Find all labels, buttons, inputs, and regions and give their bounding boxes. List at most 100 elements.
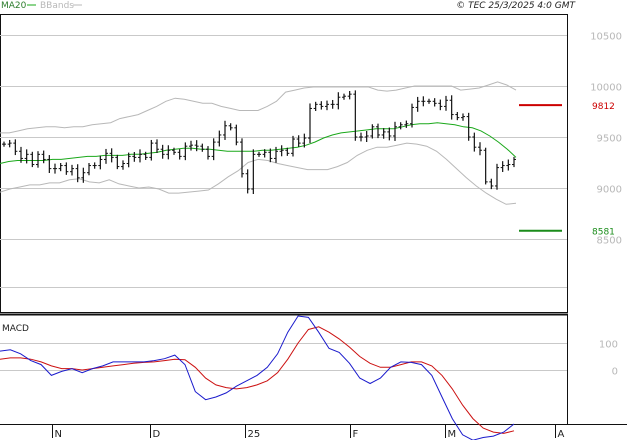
price-bar	[70, 164, 74, 176]
ma20-line-path	[0, 122, 517, 164]
bbands-legend: BBands	[40, 1, 74, 11]
price-bar	[75, 164, 80, 183]
price-bar	[240, 138, 244, 178]
price-bar	[19, 146, 23, 163]
price-bar	[336, 92, 341, 110]
price-bar	[449, 95, 454, 120]
price-y-tick-label: 9500	[597, 134, 622, 145]
price-grid	[0, 35, 567, 288]
price-bar	[285, 147, 290, 156]
price-bar	[228, 123, 233, 131]
price-bar	[87, 163, 91, 176]
price-bar	[160, 144, 165, 159]
price-bar	[393, 121, 397, 141]
price-bar	[489, 178, 494, 190]
price-bar	[200, 143, 205, 152]
price-bar	[427, 98, 431, 104]
price-bar	[58, 163, 63, 172]
x-tick-label: M	[448, 429, 457, 440]
price-bar	[143, 151, 148, 160]
price-bar	[506, 159, 511, 171]
price-bar	[398, 122, 403, 130]
price-bar	[370, 124, 375, 139]
macd-y-axis: 0 100	[599, 340, 618, 378]
price-bar	[472, 132, 477, 152]
price-bar	[410, 103, 414, 128]
price-bar	[421, 96, 426, 107]
price-bar	[478, 142, 482, 156]
price-bar	[115, 154, 120, 170]
price-bar	[330, 99, 335, 109]
price-bar	[387, 127, 392, 141]
price-bar	[81, 167, 86, 183]
price-y-tick-label: 10000	[590, 83, 622, 94]
price-bar	[296, 135, 301, 147]
price-bar	[461, 113, 465, 121]
price-bar	[291, 135, 295, 157]
x-tick-label: N	[55, 429, 62, 440]
price-bar	[325, 100, 329, 111]
macd-y-tick-label: 100	[599, 340, 618, 351]
price-bar	[41, 150, 46, 164]
price-bars	[2, 90, 516, 195]
price-bar	[132, 151, 137, 162]
price-bar	[30, 151, 35, 168]
price-bar	[7, 139, 12, 148]
price-bar	[444, 95, 448, 111]
bb-lower-line	[0, 142, 517, 205]
price-bar	[342, 93, 346, 100]
price-bar	[138, 149, 142, 163]
price-bar	[313, 101, 318, 111]
bollinger-bands	[0, 81, 517, 205]
price-y-tick-label: 8500	[597, 236, 622, 247]
macd-lines	[0, 315, 515, 440]
price-y-axis: 8500 9000 9500 10000 10500	[590, 32, 622, 247]
macd-title: MACD	[2, 324, 29, 334]
ma20-line	[0, 122, 517, 164]
price-bar	[353, 90, 358, 141]
price-bar	[364, 130, 369, 142]
price-bar	[36, 151, 40, 168]
support-label: 8581	[592, 228, 615, 238]
price-bar	[194, 140, 199, 152]
support-resistance-levels: 9812 8581	[519, 102, 615, 238]
price-bar	[121, 160, 125, 170]
price-bar	[166, 145, 171, 160]
copyright-timestamp: © TEC 25/3/2025 4:0 GMT	[456, 1, 576, 11]
price-bar	[279, 145, 284, 157]
x-tick-label: D	[153, 429, 161, 440]
price-bar	[245, 169, 250, 194]
price-bar	[268, 148, 273, 163]
price-bar	[92, 162, 97, 169]
price-bar	[495, 163, 499, 190]
price-bar	[432, 98, 437, 107]
price-bar	[223, 120, 227, 140]
price-bar	[53, 163, 57, 174]
price-bar	[104, 148, 108, 164]
ma20-legend: MA20	[1, 1, 27, 11]
price-y-tick-label: 9000	[597, 185, 622, 196]
resistance-label: 9812	[592, 102, 615, 112]
price-bar	[257, 151, 261, 157]
price-bar	[109, 148, 114, 163]
macd-line	[0, 315, 515, 440]
price-bar	[319, 101, 324, 110]
x-axis-ticks: N D 25 F M A	[52, 424, 565, 440]
price-bar	[438, 99, 443, 111]
macd-grid	[0, 343, 567, 371]
price-bar	[217, 130, 222, 147]
price-bar	[98, 155, 103, 170]
price-bar	[234, 124, 239, 146]
x-tick-label: 25	[248, 429, 261, 440]
x-tick-label: F	[353, 429, 359, 440]
price-bar	[466, 112, 471, 141]
price-bar	[302, 133, 307, 148]
price-bar	[47, 155, 52, 174]
x-tick-label: A	[558, 429, 565, 440]
price-bar	[251, 149, 256, 195]
price-bar	[2, 141, 6, 147]
price-bar	[206, 146, 210, 160]
price-bar	[376, 123, 380, 139]
price-bar	[404, 120, 409, 128]
